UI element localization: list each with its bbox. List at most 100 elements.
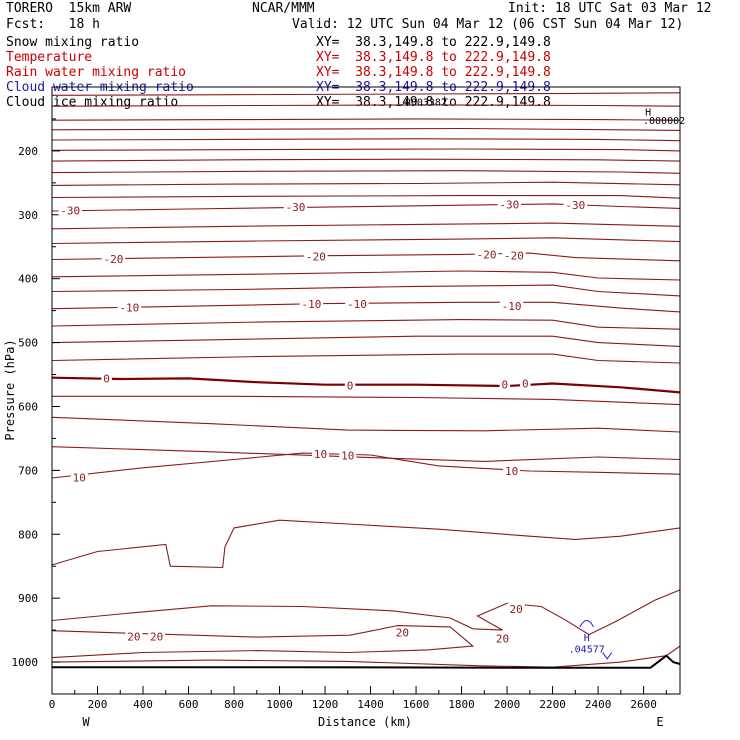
contour-labels: -30 -30 -30 -30 -20 -20 -20 -20 -10 -10 -10 -10 0 0 0 0…: [58, 198, 588, 645]
contour-label-bg: [503, 465, 521, 477]
isotherm-27: [52, 625, 475, 659]
extremum-label-0: H: [645, 107, 651, 118]
contour-label-bg: [339, 449, 357, 461]
x-tick-label-2: 400: [133, 698, 153, 711]
contour-label-bg: [304, 250, 328, 262]
contour-label-bg: [499, 300, 524, 312]
cloud-water-contour: [602, 652, 613, 660]
field-label-temperature: Temperature: [6, 50, 93, 65]
axis-ticks: 0 200 400 600 800 1000 1200 1400 1600 1800 2000 220…: [12, 118, 667, 711]
contour-label-15: 0: [522, 377, 529, 390]
contour-label-7: -20: [504, 250, 524, 263]
contour-label-bg: [344, 379, 356, 391]
isotherm-12: [52, 237, 680, 245]
x-tick-label-12: 2400: [585, 698, 612, 711]
contour-label-1: -30: [286, 201, 306, 214]
contour-label-bg: [283, 201, 308, 213]
contour-label-10: -10: [347, 298, 367, 311]
contour-label-24: 20: [496, 632, 509, 645]
isotherm-18: [52, 335, 680, 347]
contour-label-6: -20: [477, 248, 497, 261]
isotherm-17: [52, 319, 680, 330]
contour-label-bg: [58, 204, 82, 216]
x-tick-label-10: 2000: [494, 698, 521, 711]
extremum-label-2: .0003382: [399, 98, 447, 109]
field-label-snow: Snow mixing ratio: [6, 35, 140, 50]
contour-label-13: 0: [347, 379, 354, 392]
isotherm-16: [52, 301, 680, 313]
cloud-water-contour: [579, 620, 594, 628]
contour-label-bg: [507, 603, 525, 615]
contour-label-3: -30: [565, 199, 585, 212]
isotherm-10: [52, 203, 680, 212]
y-tick-label-6: 800: [18, 528, 38, 541]
plot-border: [51, 86, 681, 695]
contour-label-8: -10: [119, 301, 139, 314]
isotherm-11: [52, 222, 680, 230]
contour-label-bg: [520, 377, 531, 389]
contour-label-19: 10: [505, 465, 518, 478]
extremum-label-4: .04577: [569, 645, 605, 656]
contour-label-17: 10: [314, 448, 327, 461]
isotherm-13: [52, 252, 680, 262]
y-tick-label-0: 200: [18, 145, 38, 158]
isotherm-0: [52, 92, 680, 96]
isotherm-5: [52, 148, 680, 152]
valid-label: Valid: 12 UTC Sun 04 Mar 12 (06 CST Sun …: [292, 17, 684, 32]
x-tick-label-8: 1600: [403, 698, 430, 711]
isotherm-9: [52, 195, 680, 199]
field-xy-temperature: XY= 38.3,149.8 to 222.9,149.8: [316, 50, 551, 65]
contour-label-bg: [474, 248, 499, 260]
field-xy-cloud-ice: XY= 38.3,149.8 to 222.9,149.8: [316, 95, 551, 110]
isotherm-14: [52, 270, 680, 281]
extremum-label-3: H: [584, 633, 590, 644]
x-tick-label-4: 800: [224, 698, 244, 711]
field-xy-rain: XY= 38.3,149.8 to 222.9,149.8: [316, 65, 551, 80]
x-tick-label-6: 1200: [312, 698, 339, 711]
x-axis-label: Distance (km): [318, 715, 412, 729]
fcst-label: Fcst: 18 h: [6, 17, 100, 32]
x-tick-label-0: 0: [49, 698, 56, 711]
isotherm-26: [52, 589, 680, 636]
x-tick-label-7: 1400: [357, 698, 384, 711]
y-tick-label-1: 300: [18, 209, 38, 222]
x-tick-label-3: 600: [179, 698, 199, 711]
x-tick-label-1: 200: [88, 698, 108, 711]
contour-label-bg: [299, 298, 324, 310]
field-xy-snow: XY= 38.3,149.8 to 222.9,149.8: [316, 35, 551, 50]
contour-label-4: -20: [103, 253, 123, 266]
x-tick-label-9: 1800: [448, 698, 475, 711]
contour-label-0: -30: [60, 204, 80, 217]
contour-label-23: 20: [396, 627, 409, 640]
x-tick-label-11: 2200: [539, 698, 566, 711]
isotherm-3: [52, 127, 680, 131]
contour-label-bg: [311, 447, 329, 459]
ground-line: [52, 654, 681, 669]
field-label-rain: Rain water mixing ratio: [6, 65, 187, 80]
x-tick-label-13: 2600: [630, 698, 657, 711]
field-label-cloud-water: Cloud water mixing ratio: [6, 80, 194, 95]
contour-label-5: -20: [306, 250, 326, 263]
init-label: Init: 18 UTC Sat 03 Mar 12: [508, 1, 712, 16]
contour-label-9: -10: [301, 298, 321, 311]
isotherm-15: [52, 284, 680, 297]
contour-label-14: 0: [501, 379, 508, 392]
isotherm-4: [52, 138, 680, 142]
contour-label-18: 10: [341, 450, 354, 463]
isotherm-28: [52, 645, 680, 668]
y-axis-label: Pressure (hPa): [3, 339, 17, 440]
x-axis-east-label: E: [656, 715, 663, 729]
center-label: NCAR/MMM: [252, 1, 315, 16]
isotherm-22: [52, 416, 680, 433]
contour-label-20: 20: [510, 603, 523, 616]
contour-label-11: -10: [502, 300, 522, 313]
isotherm-19: [52, 353, 680, 364]
contour-label-bg: [117, 301, 142, 313]
contour-label-16: 10: [73, 471, 86, 484]
extremum-label-1: .000002: [643, 116, 685, 127]
x-axis-west-label: W: [82, 715, 90, 729]
x-tick-label-5: 1000: [266, 698, 293, 711]
isotherm-lines: [52, 92, 680, 668]
contour-label-bg: [499, 378, 511, 390]
